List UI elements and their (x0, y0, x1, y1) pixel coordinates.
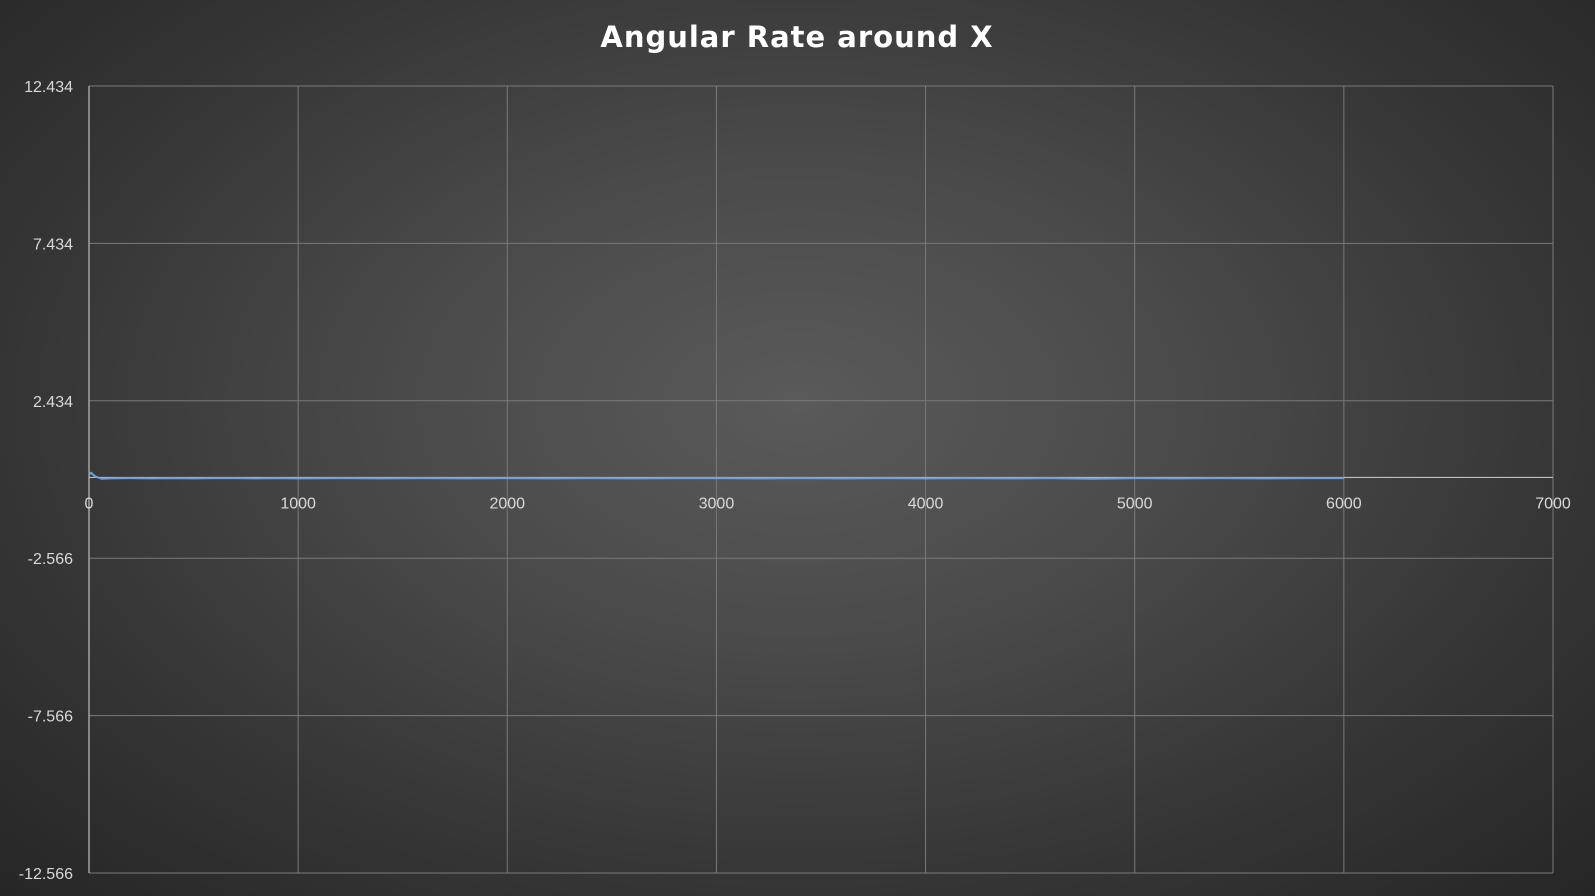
y-tick-label: 12.434 (24, 79, 73, 96)
gridlines (89, 85, 1554, 874)
x-tick-label: 6000 (1326, 495, 1362, 512)
x-tick-label: 7000 (1535, 495, 1571, 512)
y-tick-label: 7.434 (33, 236, 73, 253)
chart-title: Angular Rate around X (600, 20, 993, 54)
series-line (88, 471, 1344, 480)
x-tick-label: 4000 (908, 495, 944, 512)
y-axis-tick-labels: 12.434 7.434 2.434 -2.566 -7.566 -12.566 (19, 79, 73, 883)
x-axis-tick-labels: 0 1000 2000 3000 4000 5000 6000 7000 (85, 495, 1571, 512)
series-layer (88, 471, 1344, 480)
axes (88, 86, 1553, 873)
y-tick-label: -2.566 (28, 551, 73, 568)
y-tick-label: 2.434 (33, 394, 73, 411)
x-tick-label: 3000 (699, 495, 735, 512)
x-tick-label: 1000 (280, 495, 316, 512)
y-tick-label: -7.566 (28, 709, 73, 726)
y-tick-label: -12.566 (19, 866, 73, 883)
x-tick-label: 5000 (1117, 495, 1153, 512)
x-tick-label: 0 (85, 495, 94, 512)
x-tick-label: 2000 (489, 495, 525, 512)
